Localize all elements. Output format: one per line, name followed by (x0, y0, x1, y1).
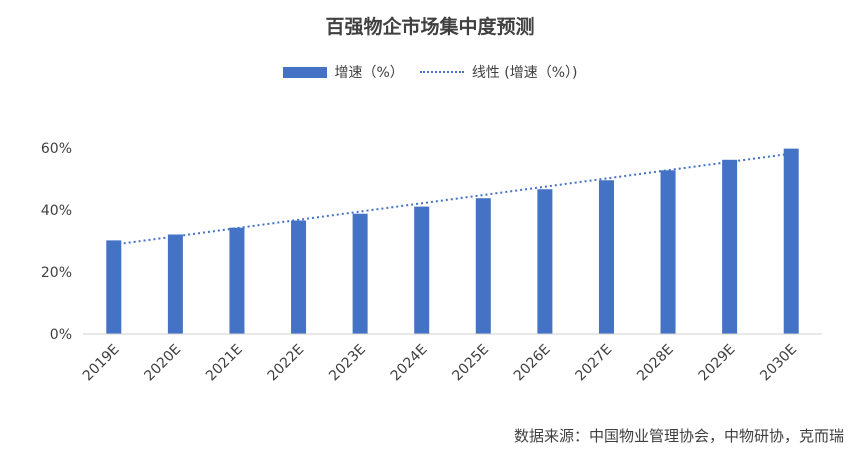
y-tick-label: 40% (41, 203, 72, 219)
bar-2024E (414, 206, 430, 334)
bar-2025E (475, 198, 491, 334)
legend-label-trendline: 线性 (增速（%）) (471, 65, 578, 81)
legend-swatch-trendline (419, 71, 464, 73)
legend-label-bars: 增速（%） (334, 65, 404, 81)
x-tick-label: 2029E (696, 342, 739, 385)
bar-2023E (352, 213, 368, 334)
bar-2028E (660, 170, 676, 334)
x-tick-label: 2027E (573, 342, 616, 385)
trendline (113, 152, 792, 246)
bar-2019E (106, 240, 122, 334)
x-tick-label: 2025E (449, 342, 492, 385)
y-tick-label: 0% (50, 327, 72, 343)
legend-swatch-bar (282, 66, 327, 78)
y-tick-label: 20% (41, 265, 72, 281)
x-tick-label: 2023E (326, 342, 369, 385)
legend-item-trendline: 线性 (增速（%）) (419, 62, 578, 82)
x-tick-label: 2019E (80, 342, 123, 385)
y-tick-label: 60% (41, 141, 72, 157)
x-tick-label: 2028E (634, 342, 677, 385)
bar-2020E (167, 234, 183, 334)
source-note: 数据来源：中国物业管理协会，中物研协，克而瑞 (513, 427, 844, 445)
x-tick-label: 2024E (388, 342, 431, 385)
bar-2022E (291, 220, 307, 334)
legend: 增速（%） 线性 (增速（%）) (0, 62, 860, 82)
bar-2030E (783, 148, 799, 334)
bar-2027E (598, 180, 614, 334)
legend-item-bars: 增速（%） (282, 62, 404, 82)
x-tick-label: 2030E (757, 342, 800, 385)
x-tick-label: 2020E (141, 342, 184, 385)
x-tick-label: 2026E (511, 342, 554, 385)
x-tick-label: 2021E (203, 342, 246, 385)
x-tick-label: 2022E (265, 342, 308, 385)
bar-2026E (537, 189, 553, 334)
bar-2021E (229, 227, 245, 334)
chart-title: 百强物企市场集中度预测 (325, 16, 535, 38)
bar-2029E (722, 159, 738, 334)
